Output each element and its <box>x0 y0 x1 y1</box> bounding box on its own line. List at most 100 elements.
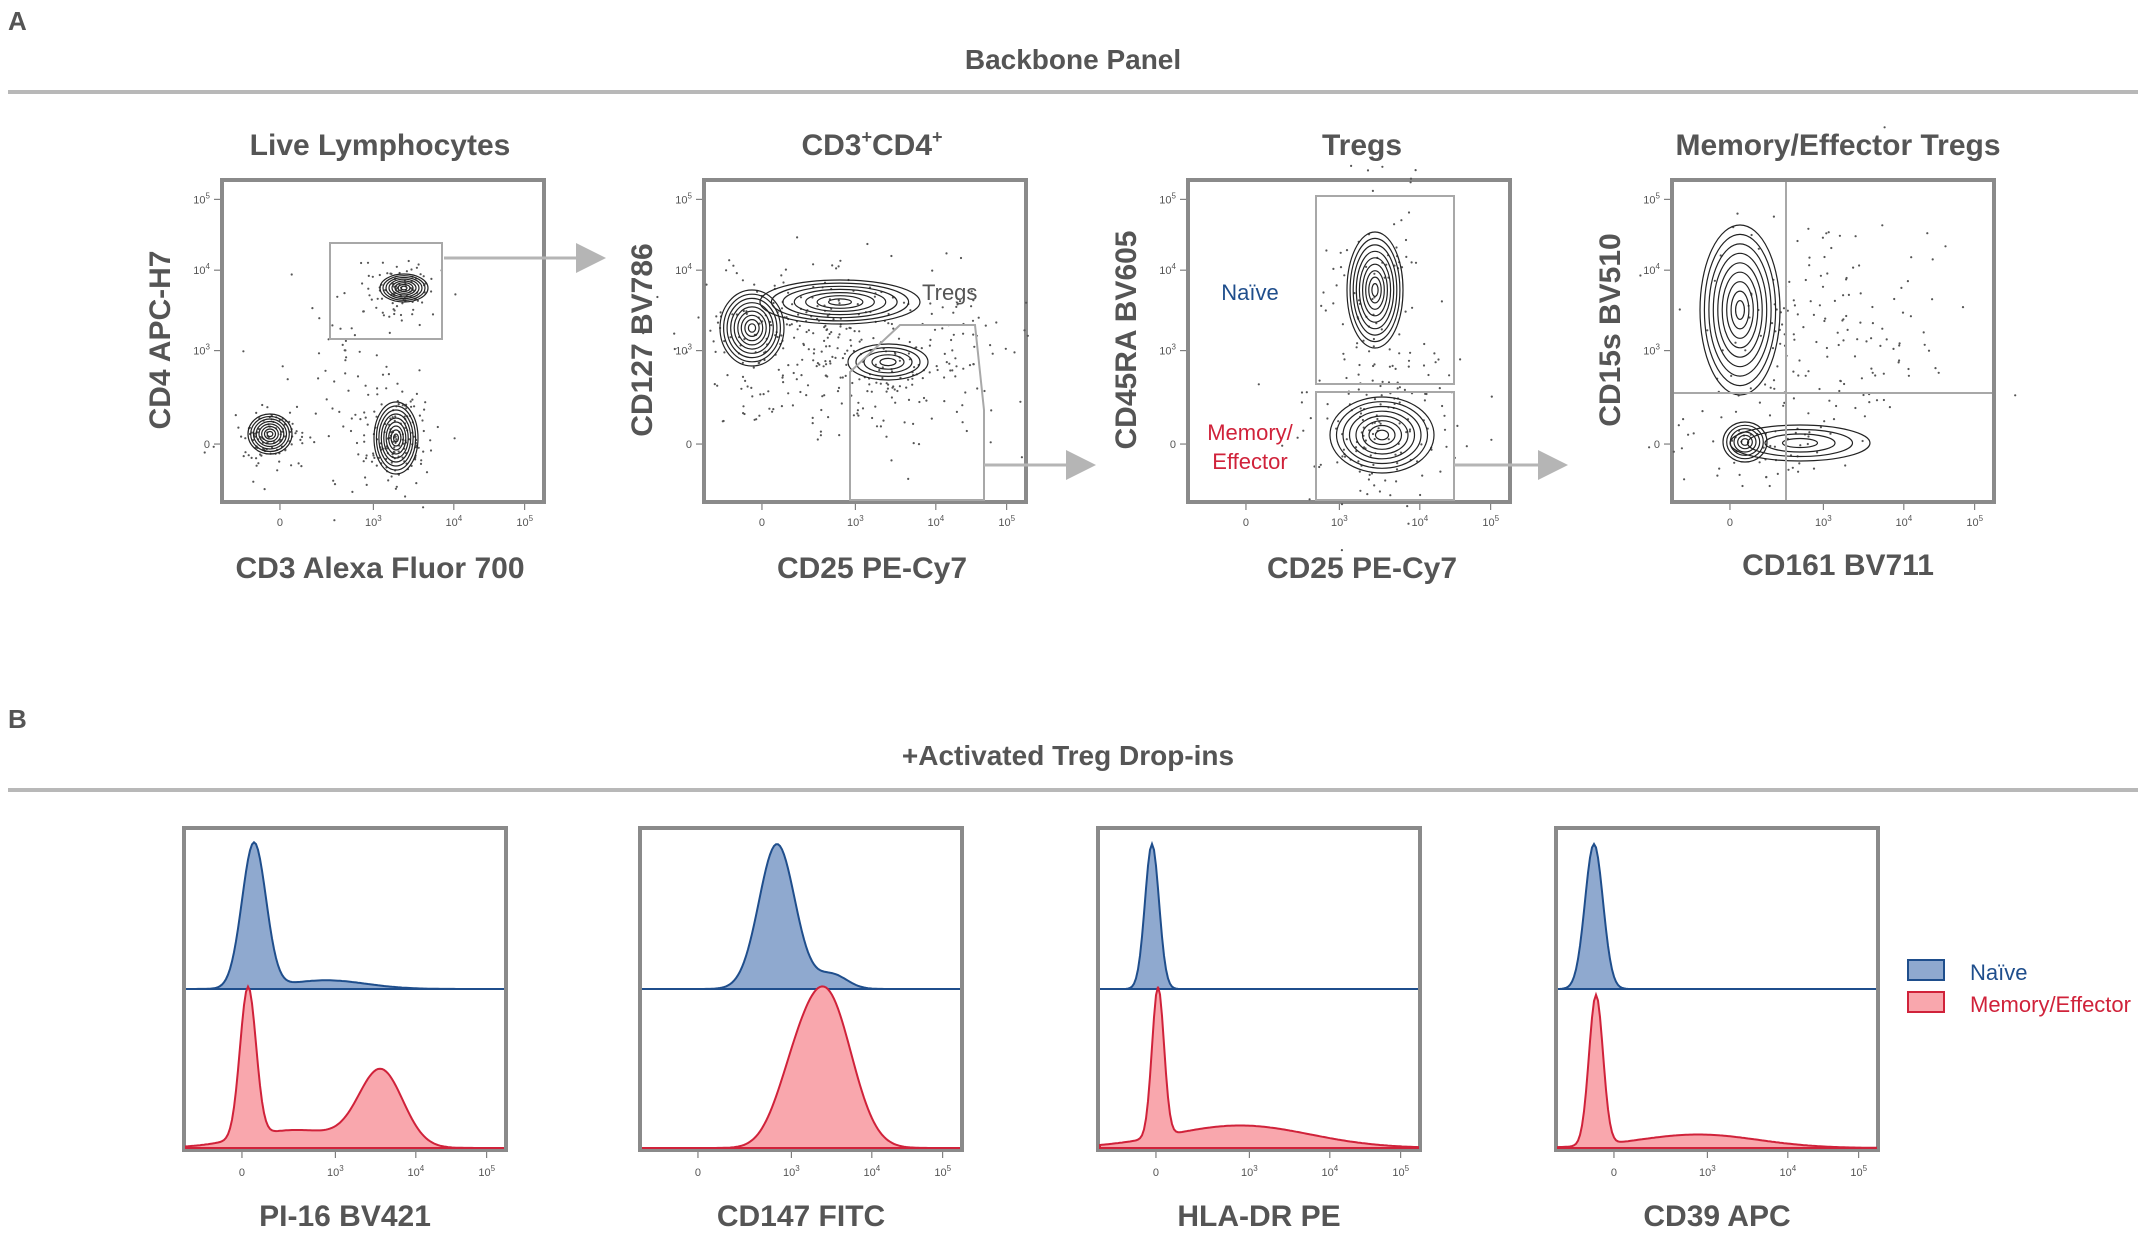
event-dot <box>295 430 298 433</box>
panel-a-letter: A <box>8 6 27 36</box>
tick-label: 104 <box>445 514 462 529</box>
event-dot <box>361 282 364 285</box>
event-dot <box>1882 398 1885 402</box>
event-dot <box>1734 341 1737 344</box>
event-dot <box>1380 328 1383 331</box>
event-dot <box>301 431 304 434</box>
event-dot <box>1871 305 1874 309</box>
event-dot <box>928 371 931 374</box>
event-dot <box>816 362 820 365</box>
event-dot <box>1826 272 1829 275</box>
event-dot <box>798 324 801 327</box>
event-dot <box>1319 463 1322 466</box>
event-dot <box>941 306 944 309</box>
event-dot <box>373 410 376 413</box>
contour-line <box>1729 428 1761 456</box>
event-dot <box>838 302 841 305</box>
event-dot <box>1893 297 1896 301</box>
event-dot <box>1701 410 1704 413</box>
plot-tregs: Tregs Naïve Memory/ Effector CD25 PE-Cy7… <box>1110 129 1512 585</box>
event-dot <box>1833 299 1836 302</box>
contour-line <box>373 401 419 475</box>
contour-line <box>879 357 897 367</box>
event-dot <box>917 443 921 446</box>
contour-line <box>1781 437 1819 449</box>
contour-line <box>390 429 402 447</box>
event-dot <box>290 443 293 446</box>
event-dot <box>407 259 410 263</box>
event-dot <box>1459 358 1462 361</box>
tick-label: 105 <box>1482 514 1499 529</box>
event-dot <box>255 457 258 460</box>
event-dot <box>870 390 873 393</box>
event-dot <box>715 315 718 318</box>
event-dot <box>295 405 299 408</box>
event-dot <box>1023 329 1026 332</box>
event-dot <box>839 376 842 379</box>
event-dot <box>237 426 240 429</box>
event-dot <box>952 311 955 314</box>
event-dot <box>1838 389 1841 393</box>
event-dot <box>796 363 799 366</box>
event-dot <box>1325 249 1328 252</box>
event-dot <box>828 332 831 336</box>
event-dot <box>849 327 852 330</box>
event-dot <box>1934 367 1937 370</box>
event-dot <box>812 359 815 362</box>
event-dot <box>970 305 973 308</box>
event-dot <box>851 381 854 385</box>
contour-line <box>1712 252 1768 368</box>
contour-line <box>1342 405 1422 465</box>
event-dot <box>244 451 247 454</box>
tick-label: 0 <box>1727 517 1733 529</box>
event-dot <box>1931 298 1934 301</box>
event-dot <box>751 395 754 398</box>
event-dot <box>828 345 831 348</box>
event-dot <box>796 328 799 331</box>
event-dot <box>1335 284 1338 287</box>
event-dot <box>1808 431 1811 434</box>
event-dot <box>363 434 366 437</box>
event-dot <box>1395 468 1399 471</box>
hist-naive-area <box>186 840 504 990</box>
event-dot <box>422 450 425 453</box>
event-dot <box>839 325 842 328</box>
event-dot <box>363 411 366 414</box>
event-dot <box>951 349 954 352</box>
contour-line <box>1348 410 1416 460</box>
event-dot <box>712 340 715 343</box>
event-dot <box>1898 344 1901 347</box>
tick-label: 105 <box>1643 191 1660 206</box>
hist-memory-area <box>1557 991 1877 1149</box>
plot2-contours <box>719 279 929 381</box>
event-dot <box>1341 455 1344 458</box>
event-dot <box>1812 313 1815 316</box>
event-dot <box>949 369 952 372</box>
event-dot <box>1734 410 1738 413</box>
event-dot <box>879 382 882 385</box>
event-dot <box>776 335 779 339</box>
plot-cd3-cd4: CD3+CD4+ Tregs CD25 PE-Cy7 CD127 BV786 <box>626 127 1029 585</box>
event-dot <box>1718 467 1721 470</box>
event-dot <box>1336 461 1339 464</box>
event-dot <box>1860 377 1863 380</box>
event-dot <box>1371 297 1374 301</box>
event-dot <box>797 313 800 316</box>
event-dot <box>1388 348 1391 351</box>
event-dot <box>354 413 357 416</box>
event-dot <box>1324 309 1327 312</box>
event-dot <box>823 394 826 397</box>
event-dot <box>318 317 321 320</box>
event-dot <box>286 378 289 381</box>
event-dot <box>1445 445 1448 448</box>
event-dot <box>1398 401 1401 404</box>
event-dot <box>673 332 676 335</box>
event-dot <box>1863 415 1866 418</box>
event-dot <box>831 355 834 358</box>
event-dot <box>1937 371 1940 374</box>
event-dot <box>1395 246 1398 249</box>
event-dot <box>410 464 413 467</box>
event-dot <box>454 293 457 296</box>
event-dot <box>890 396 894 399</box>
event-dot <box>401 390 404 393</box>
